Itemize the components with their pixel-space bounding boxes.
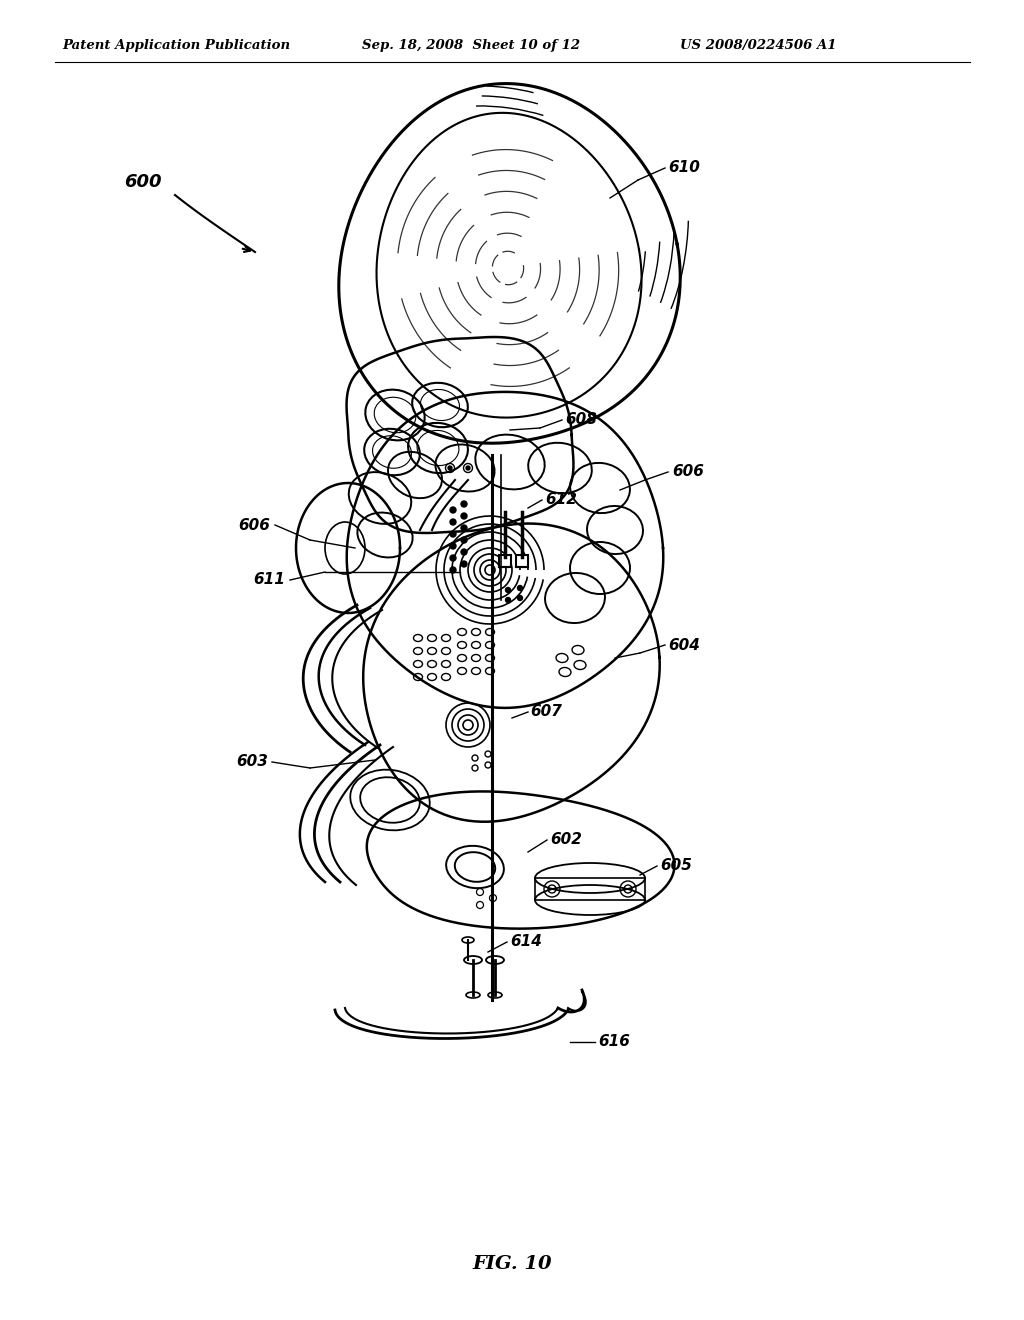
Circle shape [449,466,452,470]
Text: 612: 612 [545,492,577,507]
Circle shape [450,568,456,573]
Circle shape [450,554,456,561]
Circle shape [517,586,522,590]
Text: 610: 610 [668,161,699,176]
Circle shape [506,598,511,602]
Text: US 2008/0224506 A1: US 2008/0224506 A1 [680,40,837,51]
Circle shape [461,513,467,519]
Circle shape [450,543,456,549]
Circle shape [517,595,522,601]
Circle shape [461,502,467,507]
Circle shape [461,537,467,543]
Text: 602: 602 [550,833,582,847]
Text: 604: 604 [668,638,699,652]
Circle shape [450,531,456,537]
Ellipse shape [466,993,480,998]
Text: 606: 606 [239,517,270,532]
Ellipse shape [488,993,502,998]
Circle shape [450,519,456,525]
Text: Sep. 18, 2008  Sheet 10 of 12: Sep. 18, 2008 Sheet 10 of 12 [362,40,581,51]
Bar [499,554,511,568]
Text: 614: 614 [510,935,542,949]
Circle shape [461,525,467,531]
Circle shape [461,549,467,554]
Text: FIG. 10: FIG. 10 [472,1255,552,1272]
Ellipse shape [486,956,504,964]
Text: 608: 608 [565,412,597,428]
Text: 603: 603 [237,755,268,770]
Text: 606: 606 [672,465,703,479]
Circle shape [466,466,470,470]
Ellipse shape [462,937,474,942]
Circle shape [461,561,467,568]
Text: Patent Application Publication: Patent Application Publication [62,40,290,51]
Bar [516,554,528,568]
Text: 605: 605 [660,858,692,874]
Text: 616: 616 [598,1035,630,1049]
Text: 600: 600 [125,173,162,191]
Text: 607: 607 [530,705,562,719]
Circle shape [506,587,511,593]
Ellipse shape [464,956,482,964]
Circle shape [450,507,456,513]
Text: 611: 611 [253,573,285,587]
